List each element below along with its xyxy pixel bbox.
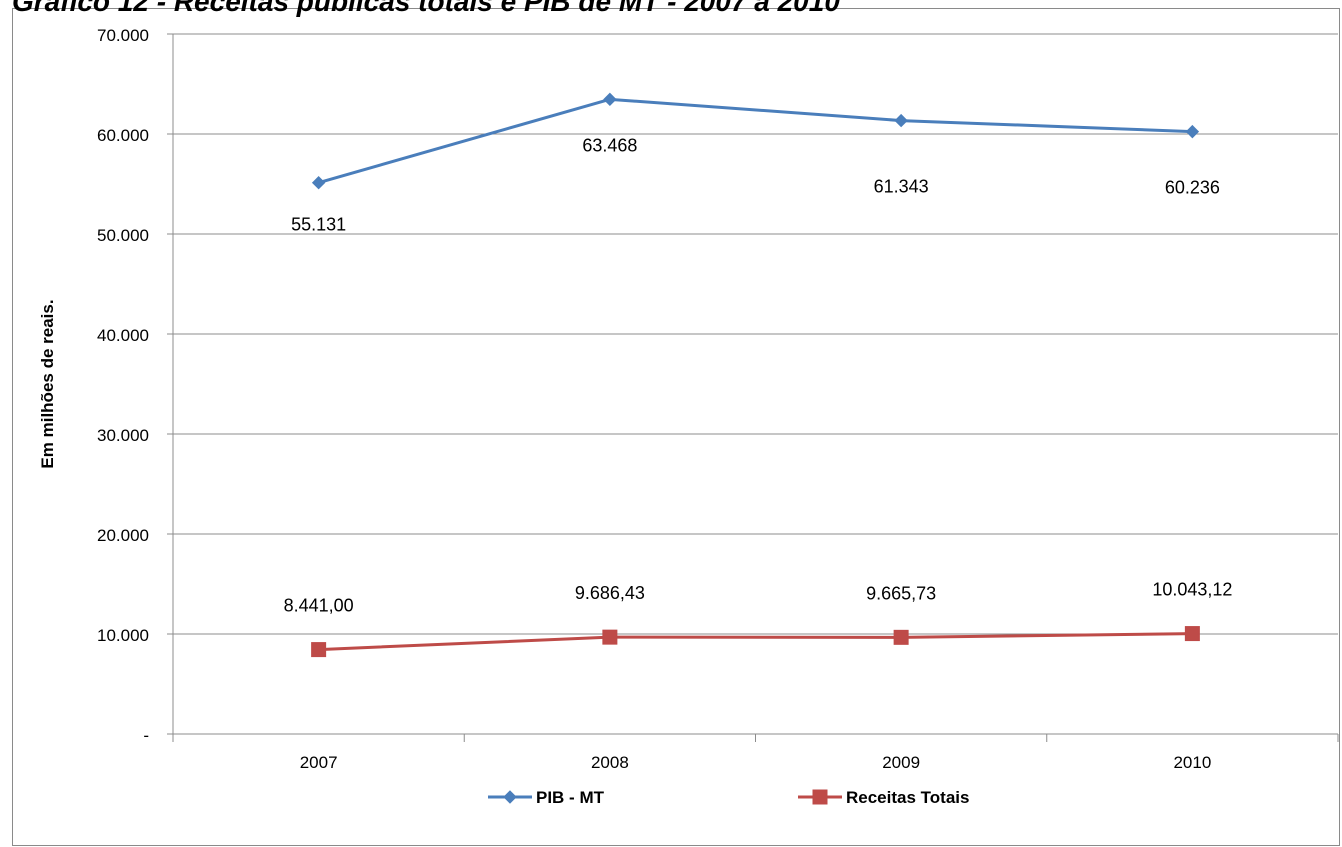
y-tick-label: 30.000 bbox=[97, 426, 149, 445]
legend-item: PIB - MT bbox=[488, 788, 605, 807]
data-point bbox=[311, 642, 327, 658]
axes: - 10.000 20.000 30.000 40.000 50.000 60.000 70.… bbox=[38, 26, 1339, 772]
series-line bbox=[318, 97, 1193, 185]
data-point bbox=[893, 629, 909, 645]
legend-label: Receitas Totais bbox=[846, 788, 969, 807]
y-tick-label: 60.000 bbox=[97, 126, 149, 145]
series-layer bbox=[311, 92, 1200, 658]
legend-label: PIB - MT bbox=[536, 788, 605, 807]
data-label: 60.236 bbox=[1165, 178, 1220, 198]
y-tick-label: 10.000 bbox=[97, 626, 149, 645]
x-tick-label: 2008 bbox=[591, 753, 629, 772]
data-label: 55.131 bbox=[291, 215, 346, 235]
y-axis-title: Em milhões de reais. bbox=[38, 299, 57, 468]
grid-lines bbox=[173, 33, 1338, 635]
data-point bbox=[603, 92, 617, 107]
chart-title: Gráfico 12 - Receitas públicas totais e … bbox=[12, 0, 840, 17]
data-label: 10.043,12 bbox=[1152, 580, 1232, 600]
y-tick-label: 70.000 bbox=[97, 26, 149, 45]
data-point bbox=[812, 789, 828, 805]
x-tick-label: 2009 bbox=[882, 753, 920, 772]
data-label: 61.343 bbox=[874, 177, 929, 197]
data-label: 63.468 bbox=[582, 135, 637, 155]
series-line bbox=[318, 632, 1193, 652]
data-point bbox=[1184, 626, 1200, 642]
y-tick-label: 20.000 bbox=[97, 526, 149, 545]
y-tick-label: - bbox=[143, 726, 149, 745]
x-tick-label: 2007 bbox=[300, 753, 338, 772]
data-point bbox=[894, 113, 908, 128]
data-label: 9.665,73 bbox=[866, 583, 936, 603]
data-point bbox=[602, 629, 618, 645]
series-pib-mt bbox=[311, 92, 1200, 190]
data-point bbox=[311, 175, 326, 190]
data-label: 9.686,43 bbox=[575, 583, 645, 603]
x-tick-label: 2010 bbox=[1173, 753, 1211, 772]
y-tick-label: 50.000 bbox=[97, 226, 149, 245]
data-point bbox=[1185, 124, 1200, 139]
data-label: 8.441,00 bbox=[284, 596, 354, 616]
chart-frame bbox=[12, 8, 1340, 846]
legend: PIB - MT Receitas Totais bbox=[488, 788, 969, 807]
series-receitas-totais bbox=[311, 626, 1200, 658]
data-labels: 55.131 63.468 61.343 60.236 8.441,00 9.686,43… bbox=[284, 135, 1233, 615]
y-tick-label: 40.000 bbox=[97, 326, 149, 345]
data-point bbox=[503, 790, 517, 804]
legend-item: Receitas Totais bbox=[798, 788, 969, 807]
